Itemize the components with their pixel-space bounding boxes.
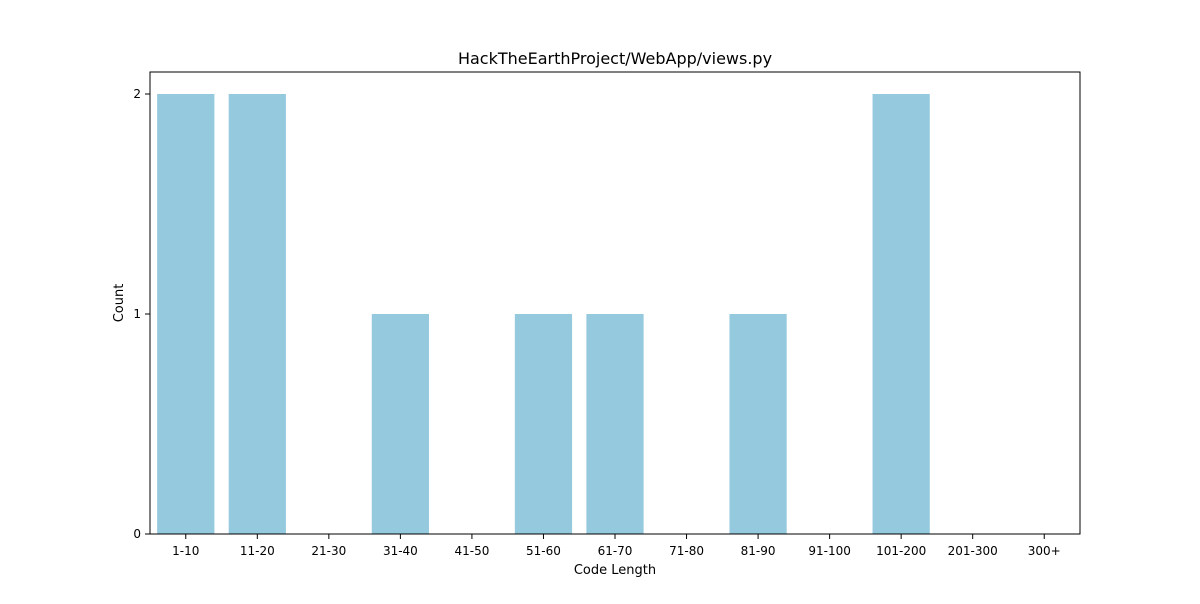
x-axis: 1-10 11-20 21-30 31-40 41-50 51-60 61-70 71-80 8… (172, 534, 1061, 558)
x-tick-label: 201-300 (948, 544, 998, 558)
chart-title: HackTheEarthProject/WebApp/views.py (458, 49, 772, 68)
bar-101-200 (872, 94, 930, 534)
y-tick-label: 0 (133, 527, 141, 541)
x-tick-label: 300+ (1028, 544, 1061, 558)
x-tick-label: 71-80 (669, 544, 704, 558)
x-tick-label: 1-10 (172, 544, 199, 558)
bar-81-90 (729, 314, 787, 534)
x-tick-label: 41-50 (454, 544, 489, 558)
x-tick-label: 81-90 (741, 544, 776, 558)
bar-31-40 (371, 314, 429, 534)
bar-1-10 (157, 94, 215, 534)
x-tick-label: 61-70 (598, 544, 633, 558)
x-tick-label: 51-60 (526, 544, 561, 558)
y-axis: 0 1 2 (133, 87, 150, 541)
x-tick-label: 21-30 (311, 544, 346, 558)
bar-11-20 (228, 94, 286, 534)
x-tick-label: 11-20 (240, 544, 275, 558)
y-tick-label: 2 (133, 87, 141, 101)
x-tick-label: 101-200 (876, 544, 926, 558)
x-tick-label: 91-100 (808, 544, 851, 558)
bar-61-70 (586, 314, 644, 534)
y-axis-label: Count (112, 284, 127, 323)
x-axis-label: Code Length (574, 563, 656, 578)
y-tick-label: 1 (133, 307, 141, 321)
x-tick-label: 31-40 (383, 544, 418, 558)
bar-51-60 (514, 314, 573, 534)
bars (157, 94, 930, 534)
